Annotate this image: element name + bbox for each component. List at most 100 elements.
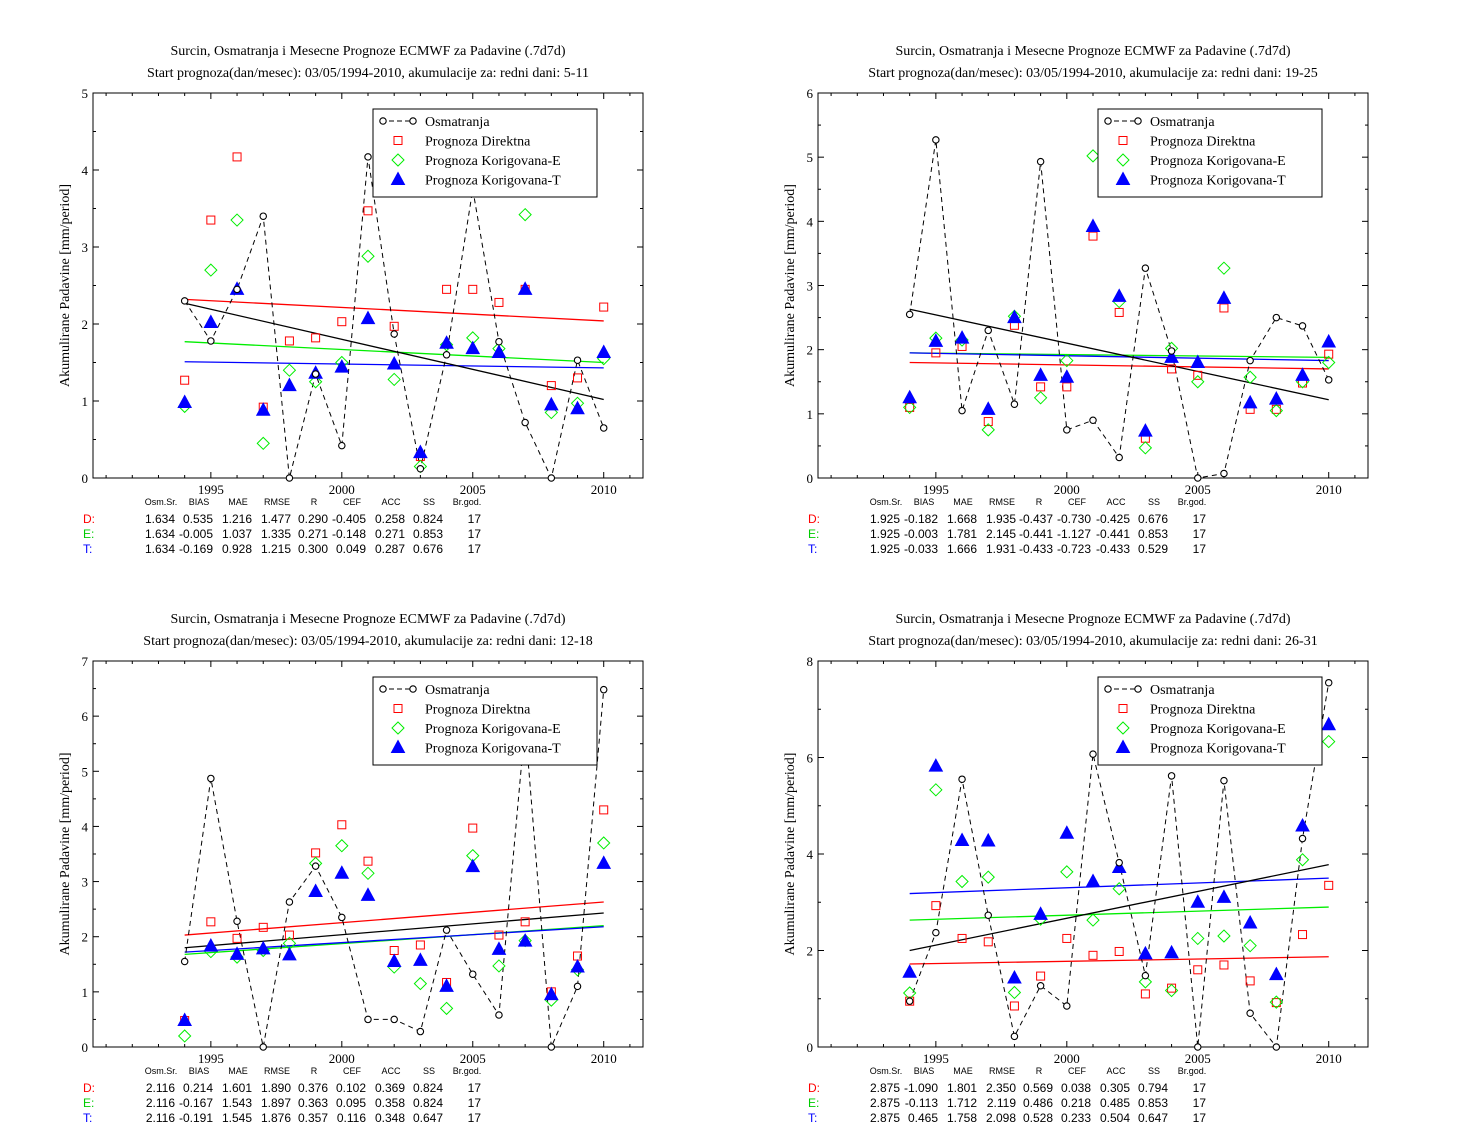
korigovana-e-point [1217,261,1231,275]
korigovana-t-point [1268,391,1284,405]
korigovana-t-point [928,758,944,772]
osmatranja-point [1010,1032,1019,1041]
osmatranja-point [1298,322,1307,330]
korigovana-e-point [361,866,375,881]
korigovana-e-point [1138,975,1153,989]
legend-marker [391,153,405,167]
stats-value: 2.098 [986,1111,1016,1125]
korigovana-t-point [517,281,533,295]
legend-label: Osmatranja [1150,683,1215,698]
korigovana-e-point [1060,865,1074,879]
stats-header: Br.god. [453,497,482,507]
y-tick-label: 4 [82,163,89,178]
direktna-point [284,930,294,940]
stats-value: 1.477 [261,512,291,526]
korigovana-t-point [386,355,402,370]
stats-header: MAE [953,1066,973,1076]
direktna-point [468,284,478,294]
legend-marker [1116,153,1130,167]
x-tick-label: 1995 [198,1051,224,1066]
korigovana-e-point [492,959,506,973]
stats-value: 0.038 [1061,1081,1091,1095]
osmatranja-point [285,474,294,482]
korigovana-t-point [980,401,996,415]
direktna-point [957,933,967,943]
korigovana-t-point [203,938,219,952]
direktna-point [599,302,609,312]
stats-value: 0.369 [375,1081,405,1095]
direktna-point [1009,1001,1019,1011]
direktna-point [1219,303,1229,313]
y-tick-label: 6 [807,751,814,766]
x-tick-label: 2005 [460,1051,486,1066]
legend-marker [1104,117,1112,125]
y-tick-label: 5 [807,150,814,165]
direktna-point [1271,404,1281,414]
korigovana-e-point [177,1029,192,1043]
stats-row-label: T: [83,1111,92,1125]
y-tick-label: 2 [82,930,89,945]
legend-marker [1115,739,1131,753]
stats-value: 0.358 [375,1096,405,1110]
osmatranja-point [1324,678,1333,687]
korigovana-t-point [1190,354,1206,368]
korigovana-t-point [1059,369,1075,383]
y-tick-label: 6 [807,86,814,101]
y-tick-label: 3 [82,240,89,255]
legend-marker [390,171,406,185]
korigovana-e-point [1060,353,1074,368]
osmatranja-point [338,913,346,922]
osmatranja-point [1194,1043,1202,1051]
stats-header: Br.god. [1178,497,1207,507]
stats-value: 0.300 [298,542,328,556]
korigovana-t-point [902,389,918,404]
korigovana-e-point [361,249,375,263]
stats-header: CEF [1068,497,1087,507]
stats-value: 0.287 [375,542,405,556]
osmatranja-point [1141,971,1150,980]
korigovana-t-point [177,394,193,409]
trend-line [909,956,1329,965]
direktna-point [337,820,347,830]
stats-value: 0.824 [413,1081,443,1095]
stats-header: MAE [228,497,248,507]
stats-header: BIAS [189,1066,210,1076]
stats-value: 1.634 [145,542,175,556]
chart-panel-1: Surcin, Osmatranja i Mesecne Prognoze EC… [58,44,644,556]
osmatranja-point [932,136,940,144]
stats-value: -0.433 [1096,542,1130,556]
korigovana-e-point [1243,370,1257,384]
x-tick-label: 2010 [1316,1051,1342,1066]
stats-row-label: T: [808,1111,817,1125]
stats-value: -0.033 [904,542,938,556]
stats-header: Osm.Sr. [145,1066,178,1076]
trend-line [909,863,1329,952]
stats-value: -0.405 [332,512,366,526]
korigovana-e-point [1295,853,1310,867]
korigovana-t-point [308,883,323,897]
stats-header: R [1036,497,1043,507]
osmatranja-point [958,775,966,783]
stats-value: 0.535 [183,512,213,526]
korigovana-e-point [256,436,270,451]
stats-value: 0.794 [1138,1081,1168,1095]
osmatranja-point [599,685,608,694]
legend-label: Prognoza Direktna [425,703,531,718]
stats-value: 1.801 [947,1081,977,1095]
direktna-point [311,848,321,858]
korigovana-e-point [1086,149,1100,163]
korigovana-e-point [955,874,969,889]
legend-marker [1116,721,1130,735]
korigovana-t-point [413,952,428,966]
x-tick-label: 2000 [329,482,355,497]
x-tick-label: 2005 [1185,1051,1211,1066]
korigovana-t-point [1295,817,1310,832]
y-axis-label: Akumulirane Padavine [mm/period] [58,184,73,387]
legend-box [372,108,598,198]
osmatranja-point [1063,426,1071,434]
stats-header: Osm.Sr. [870,1066,903,1076]
legend-marker [393,136,403,145]
stats-value: 1.925 [870,512,900,526]
direktna-point [363,206,373,216]
